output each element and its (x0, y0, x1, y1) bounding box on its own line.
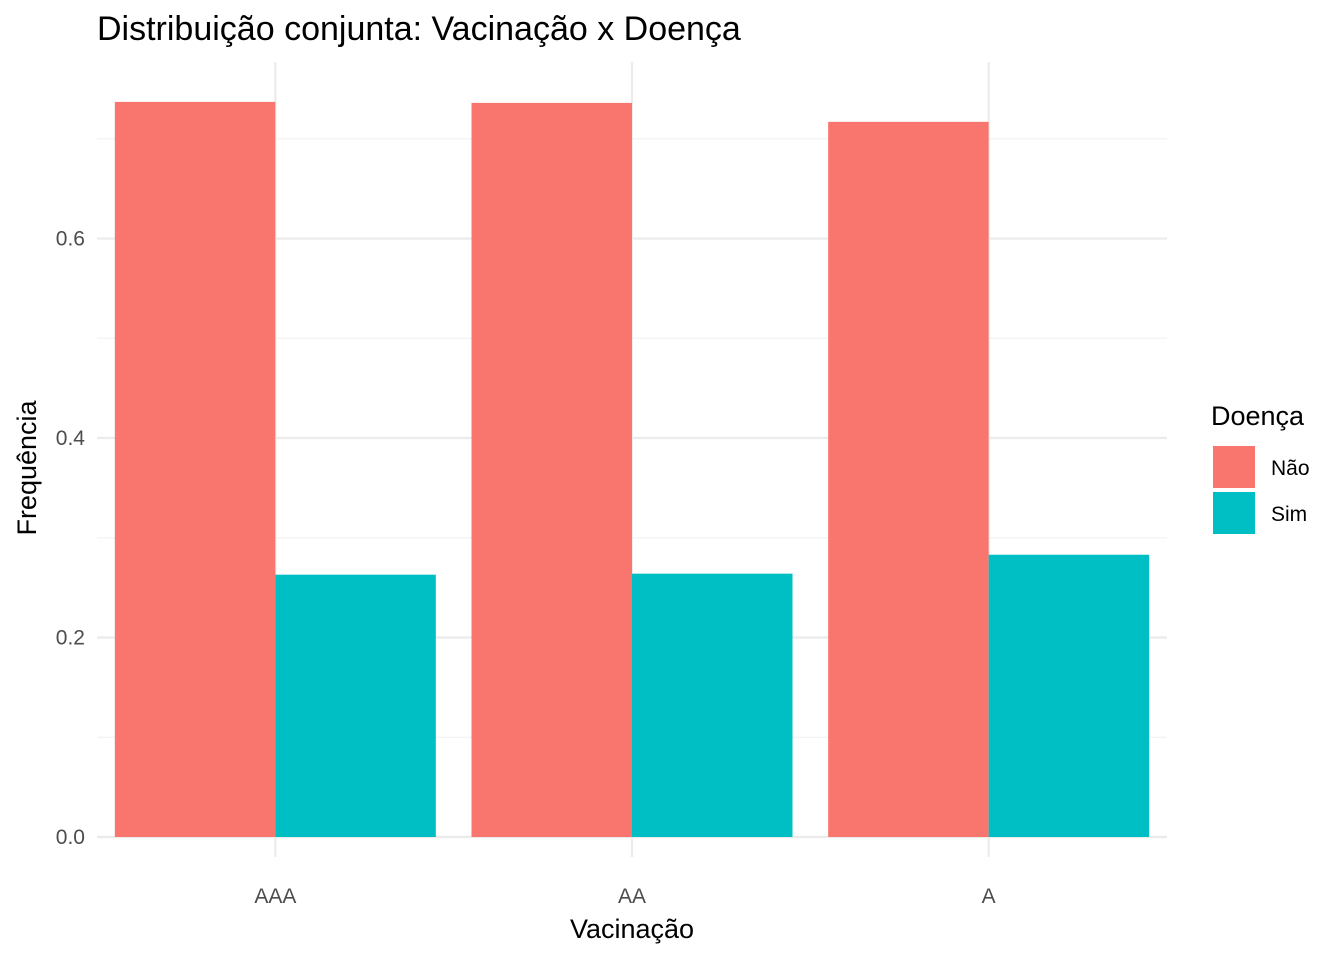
bar (471, 102, 632, 837)
x-tick-label: AAA (254, 885, 296, 908)
x-axis-ticks: AAA AA A (254, 885, 995, 908)
chart-title: Distribuição conjunta: Vacinação x Doenç… (97, 10, 741, 48)
x-tick-label: A (982, 885, 996, 908)
y-tick-label: 0.2 (56, 627, 85, 650)
bars (114, 101, 1150, 838)
bar (988, 554, 1150, 837)
bar (114, 101, 276, 838)
y-axis-title: Frequência (12, 399, 42, 535)
x-axis-title: Vacinação (570, 914, 694, 944)
bar (632, 573, 793, 837)
y-tick-label: 0.4 (56, 427, 86, 450)
legend-key (1213, 492, 1255, 534)
x-tick-label: AA (618, 885, 646, 908)
legend-key (1213, 446, 1255, 488)
legend: Doença Não Sim (1211, 401, 1310, 534)
legend-items: Não Sim (1213, 446, 1310, 534)
bar (828, 121, 989, 837)
y-axis-ticks: 0.0 0.2 0.4 0.6 (56, 228, 86, 849)
legend-label: Não (1271, 457, 1310, 480)
legend-title: Doença (1211, 401, 1305, 431)
legend-label: Sim (1271, 503, 1307, 526)
y-tick-label: 0.0 (56, 826, 85, 849)
y-tick-label: 0.6 (56, 228, 85, 251)
bar (275, 574, 436, 837)
